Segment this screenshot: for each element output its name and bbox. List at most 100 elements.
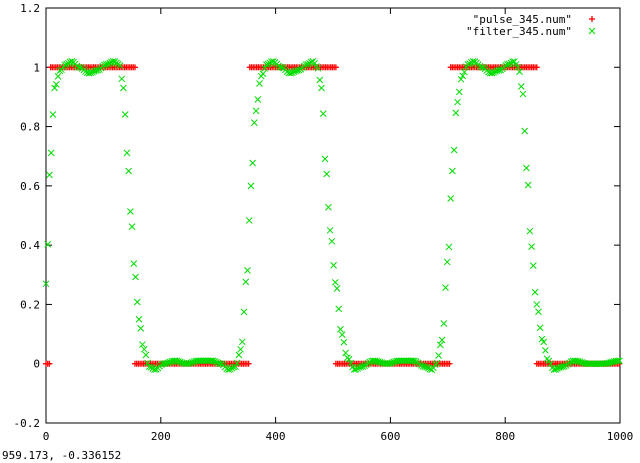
filter-point	[61, 61, 69, 69]
filter-point	[244, 267, 251, 274]
filter-point	[542, 347, 549, 354]
filter-point	[536, 324, 544, 332]
filter-point	[345, 355, 353, 363]
filter-point	[263, 61, 270, 68]
filter-point	[288, 69, 296, 77]
filter-point	[359, 363, 367, 370]
filter-point	[133, 298, 141, 306]
filter-point	[175, 358, 182, 365]
filter-point	[321, 155, 329, 163]
filter-point	[47, 149, 55, 157]
filter-point	[540, 338, 548, 346]
filter-point	[247, 182, 255, 190]
filter-point	[128, 223, 136, 231]
plot-frame	[45, 7, 621, 424]
filter-point	[504, 61, 511, 68]
x-tick-label: 200	[151, 430, 171, 443]
pulse-point	[533, 64, 540, 71]
x-tick-label: 1000	[607, 430, 634, 443]
filter-point	[338, 331, 346, 339]
filter-point	[461, 68, 468, 76]
filter-point	[216, 360, 224, 367]
filter-point	[211, 357, 219, 365]
legend-marker-filter	[588, 27, 596, 35]
y-tick-label: 0.2	[20, 298, 40, 311]
filter-point	[492, 68, 499, 75]
filter-point	[326, 226, 334, 234]
filter-point	[46, 171, 53, 179]
filter-point	[433, 359, 441, 367]
filter-point	[151, 366, 158, 373]
filter-point	[304, 60, 312, 68]
filter-point	[142, 351, 150, 359]
filter-point	[328, 237, 336, 245]
filter-point	[237, 345, 244, 353]
filter-point	[75, 63, 83, 71]
filter-point	[51, 84, 58, 92]
filter-point	[209, 357, 217, 365]
axes	[45, 7, 621, 424]
filter-point	[87, 69, 95, 77]
filter-point	[235, 351, 243, 359]
filter-point	[252, 107, 260, 115]
filter-point	[163, 359, 170, 367]
filter-point	[440, 320, 448, 327]
filter-point	[44, 240, 52, 248]
filter-point	[457, 75, 465, 83]
y-tick-label: -0.2	[14, 417, 41, 430]
filter-point	[438, 336, 446, 344]
filter-point	[118, 75, 126, 83]
filter-point	[164, 359, 172, 367]
filter-point	[340, 338, 348, 346]
filter-point	[443, 258, 451, 266]
filter-point	[42, 280, 50, 288]
filter-point	[109, 58, 117, 65]
pulse-point	[131, 64, 138, 71]
filter-point	[337, 325, 344, 333]
filter-point	[242, 278, 250, 286]
filter-point	[509, 58, 517, 65]
filter-point	[187, 359, 195, 367]
filter-point	[614, 357, 622, 365]
filter-point	[144, 359, 151, 367]
filter-point	[449, 167, 456, 175]
filter-point	[49, 111, 57, 118]
filter-point	[323, 170, 331, 178]
filter-point	[116, 62, 124, 69]
filter-point	[435, 352, 442, 359]
legend: "pulse_345.num""filter_345.num"	[466, 13, 596, 38]
filter-point	[495, 66, 503, 74]
filter-point	[488, 69, 496, 77]
filter-point	[233, 359, 241, 367]
y-tick-label: 0.4	[20, 239, 40, 252]
filter-point	[616, 357, 623, 365]
chart-svg[interactable]: -0.200.20.40.60.811.20 200 400 600 800 1000 "…	[0, 0, 640, 449]
filter-point	[469, 58, 477, 65]
filter-point	[238, 338, 246, 346]
filter-point	[311, 59, 318, 67]
filter-point	[102, 60, 110, 68]
filter-point	[436, 341, 444, 349]
filter-point	[120, 84, 127, 92]
filter-point	[256, 80, 263, 87]
y-tick-label: 1	[33, 61, 40, 74]
filter-point	[552, 366, 560, 373]
filter-point	[319, 110, 327, 118]
filter-point	[442, 284, 449, 291]
filter-point	[454, 98, 461, 106]
filter-point	[130, 260, 138, 267]
filter-point	[287, 69, 294, 77]
filter-point	[455, 88, 463, 96]
filter-point	[259, 70, 267, 78]
filter-point	[387, 359, 394, 367]
filter-point	[333, 285, 341, 292]
series-pulse	[43, 64, 623, 367]
y-tick-label: 0.6	[20, 180, 40, 193]
filter-point	[478, 63, 486, 71]
filter-point	[318, 84, 325, 92]
filter-point	[526, 227, 534, 235]
filter-point	[411, 357, 418, 365]
filter-point	[524, 181, 532, 189]
filter-point	[245, 217, 253, 224]
filter-point	[251, 119, 258, 126]
